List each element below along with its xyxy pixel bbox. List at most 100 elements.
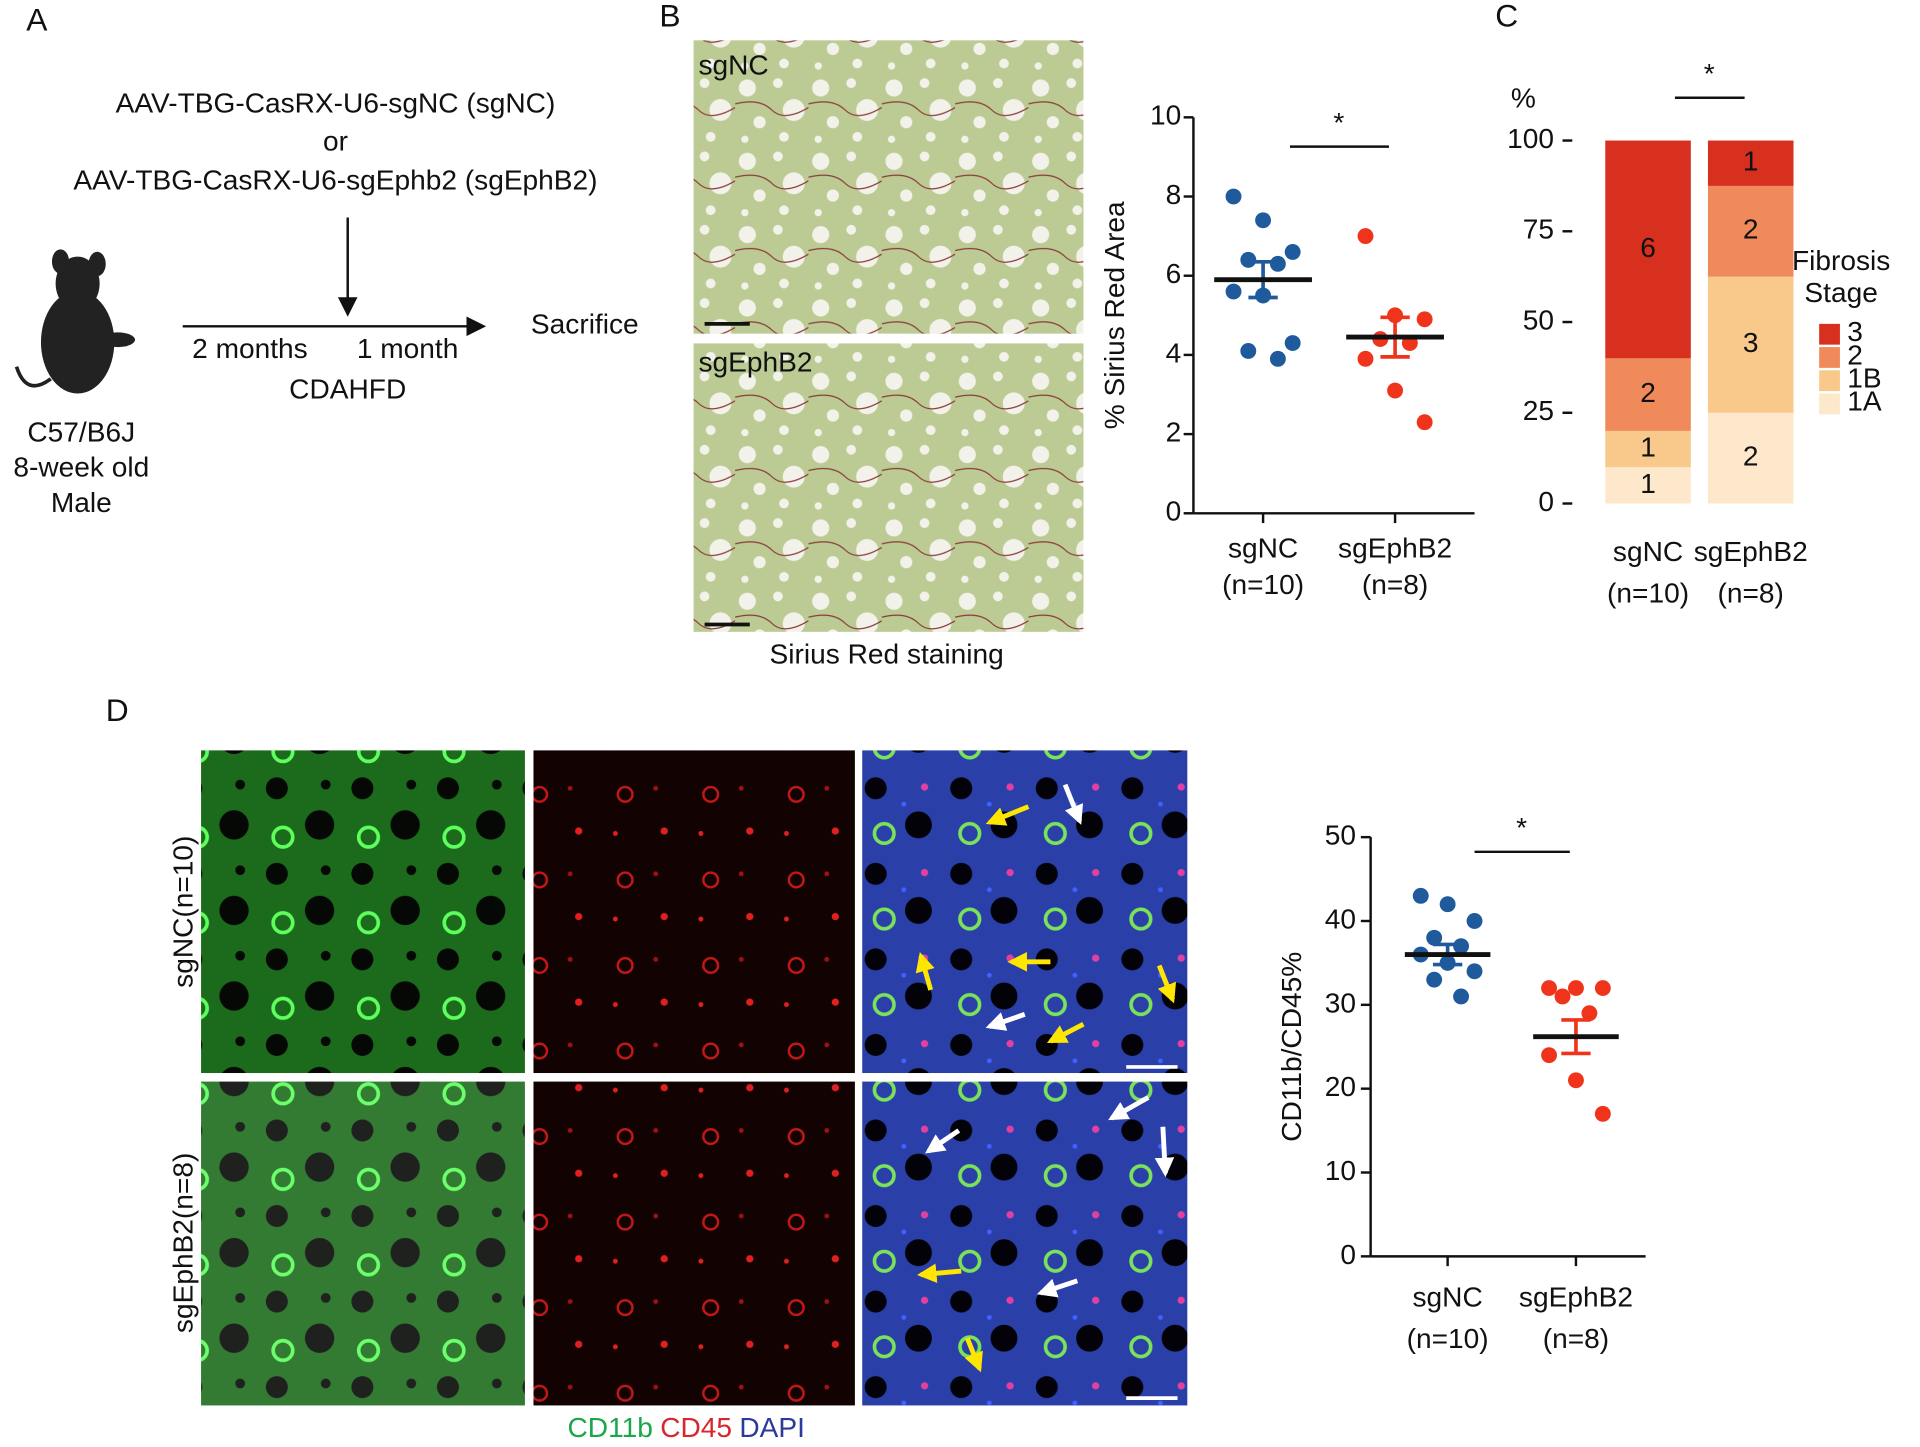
data-point bbox=[1466, 913, 1483, 929]
data-point bbox=[1426, 929, 1443, 946]
x-tick-label: sgNC bbox=[1613, 536, 1683, 567]
data-point bbox=[1412, 887, 1429, 904]
panel-letter: C bbox=[1495, 0, 1518, 34]
micrograph bbox=[201, 1081, 525, 1406]
y-tick-label: 10 bbox=[1150, 100, 1181, 131]
y-axis-title: % bbox=[1511, 83, 1536, 114]
data-point bbox=[1240, 251, 1257, 268]
x-tick-label: (n=8) bbox=[1362, 569, 1428, 600]
data-point bbox=[1387, 382, 1404, 399]
x-tick-label: sgNC bbox=[1228, 532, 1298, 563]
data-point bbox=[1439, 896, 1456, 913]
histology: sgNC sgEphB2 Sirius Red staining bbox=[693, 40, 1084, 670]
data-point bbox=[1284, 335, 1301, 351]
period-label: 2 months bbox=[192, 333, 308, 364]
stain-name: DAPI bbox=[739, 1412, 805, 1443]
panel-letter: B bbox=[659, 0, 680, 34]
data-point bbox=[1426, 971, 1443, 988]
mouse-label: Male bbox=[51, 487, 112, 518]
legend-label: 2 bbox=[1847, 339, 1863, 370]
legend-title: Fibrosis bbox=[1792, 245, 1890, 276]
significance-label: * bbox=[1704, 58, 1715, 89]
endpoint-label: Sacrifice bbox=[531, 309, 639, 340]
micrograph bbox=[201, 750, 525, 1074]
y-tick-label: 100 bbox=[1507, 123, 1554, 154]
y-tick-label: 10 bbox=[1325, 1155, 1356, 1186]
count-label: 2 bbox=[1640, 377, 1656, 408]
data-point bbox=[1387, 307, 1404, 324]
legend-swatch bbox=[1819, 370, 1840, 392]
y-tick-label: 50 bbox=[1523, 304, 1554, 335]
data-point bbox=[1568, 1072, 1584, 1089]
y-tick-label: 25 bbox=[1523, 395, 1554, 426]
significance-label: * bbox=[1333, 107, 1344, 138]
caption: Sirius Red staining bbox=[770, 639, 1004, 670]
y-axis-title: CD11b/CD45% bbox=[1276, 952, 1307, 1142]
micrograph bbox=[693, 343, 1084, 632]
count-label: 2 bbox=[1743, 441, 1759, 472]
legend-swatch bbox=[1819, 393, 1840, 415]
x-tick-label: (n=10) bbox=[1607, 578, 1689, 609]
data-point bbox=[1357, 228, 1374, 245]
row-label: sgNC(n=10) bbox=[168, 836, 199, 988]
data-point bbox=[1453, 988, 1470, 1005]
panel-letter: A bbox=[26, 1, 48, 37]
data-point bbox=[1357, 350, 1374, 367]
x-tick-label: (n=10) bbox=[1407, 1323, 1489, 1354]
vector-label: AAV-TBG-CasRX-U6-sgNC (sgNC) bbox=[116, 88, 556, 119]
y-tick-label: 2 bbox=[1166, 417, 1182, 448]
x-tick-label: sgNC bbox=[1413, 1282, 1483, 1313]
data-point bbox=[1581, 1005, 1598, 1022]
legend-label: 3 bbox=[1847, 316, 1863, 347]
data-point bbox=[1594, 1105, 1611, 1122]
legend-swatch bbox=[1819, 323, 1840, 345]
y-axis-title: % Sirius Red Area bbox=[1099, 201, 1130, 429]
x-tick-label: sgEphB2 bbox=[1519, 1282, 1633, 1313]
row-label: sgEphB2(n=8) bbox=[168, 1153, 199, 1333]
bar-segment bbox=[1605, 430, 1691, 468]
y-tick-label: 50 bbox=[1325, 820, 1356, 851]
vector-label: AAV-TBG-CasRX-U6-sgEphb2 (sgEphB2) bbox=[73, 165, 597, 196]
mouse-icon bbox=[14, 249, 136, 394]
panel-letter: D bbox=[106, 692, 129, 728]
mouse-label: 8-week old bbox=[13, 452, 149, 483]
data-point bbox=[1416, 311, 1433, 328]
or-label: or bbox=[323, 125, 348, 156]
data-point bbox=[1466, 963, 1483, 980]
bar-segment bbox=[1605, 140, 1691, 359]
bar-segment bbox=[1707, 276, 1794, 413]
stain-legend: CD11b CD45 DAPI bbox=[568, 1412, 805, 1443]
bar-segment bbox=[1707, 185, 1794, 277]
data-point bbox=[1594, 980, 1611, 997]
bar-segment bbox=[1707, 140, 1794, 186]
bar-segment bbox=[1707, 412, 1794, 504]
micrograph bbox=[862, 750, 1188, 1074]
immunofluorescence: sgNC(n=10) sgEphB2(n=8) CD11b CD45 DAPI bbox=[168, 750, 1188, 1443]
data-point bbox=[1269, 255, 1286, 272]
legend-title: Stage bbox=[1804, 277, 1877, 308]
count-label: 2 bbox=[1743, 214, 1759, 245]
micrograph bbox=[533, 1081, 855, 1406]
data-point bbox=[1554, 988, 1571, 1005]
count-label: 3 bbox=[1743, 327, 1759, 358]
y-tick-label: 0 bbox=[1166, 496, 1182, 527]
data-point bbox=[1568, 980, 1584, 997]
x-tick-label: (n=8) bbox=[1543, 1323, 1609, 1354]
y-tick-label: 4 bbox=[1166, 337, 1182, 368]
mouse-label: C57/B6J bbox=[27, 416, 135, 447]
legend-swatch bbox=[1819, 347, 1840, 368]
period-label: 1 month bbox=[357, 333, 459, 364]
data-point bbox=[1225, 188, 1242, 205]
data-point bbox=[1416, 414, 1433, 431]
image-label: sgEphB2 bbox=[698, 347, 812, 378]
micrograph bbox=[693, 40, 1084, 334]
count-label: 1 bbox=[1640, 431, 1656, 462]
data-point bbox=[1541, 1047, 1558, 1064]
data-point bbox=[1541, 980, 1558, 997]
y-tick-label: 0 bbox=[1538, 486, 1554, 517]
y-tick-label: 8 bbox=[1166, 179, 1182, 210]
y-tick-label: 20 bbox=[1325, 1071, 1356, 1102]
y-tick-label: 30 bbox=[1325, 987, 1356, 1018]
count-label: 6 bbox=[1640, 232, 1656, 263]
